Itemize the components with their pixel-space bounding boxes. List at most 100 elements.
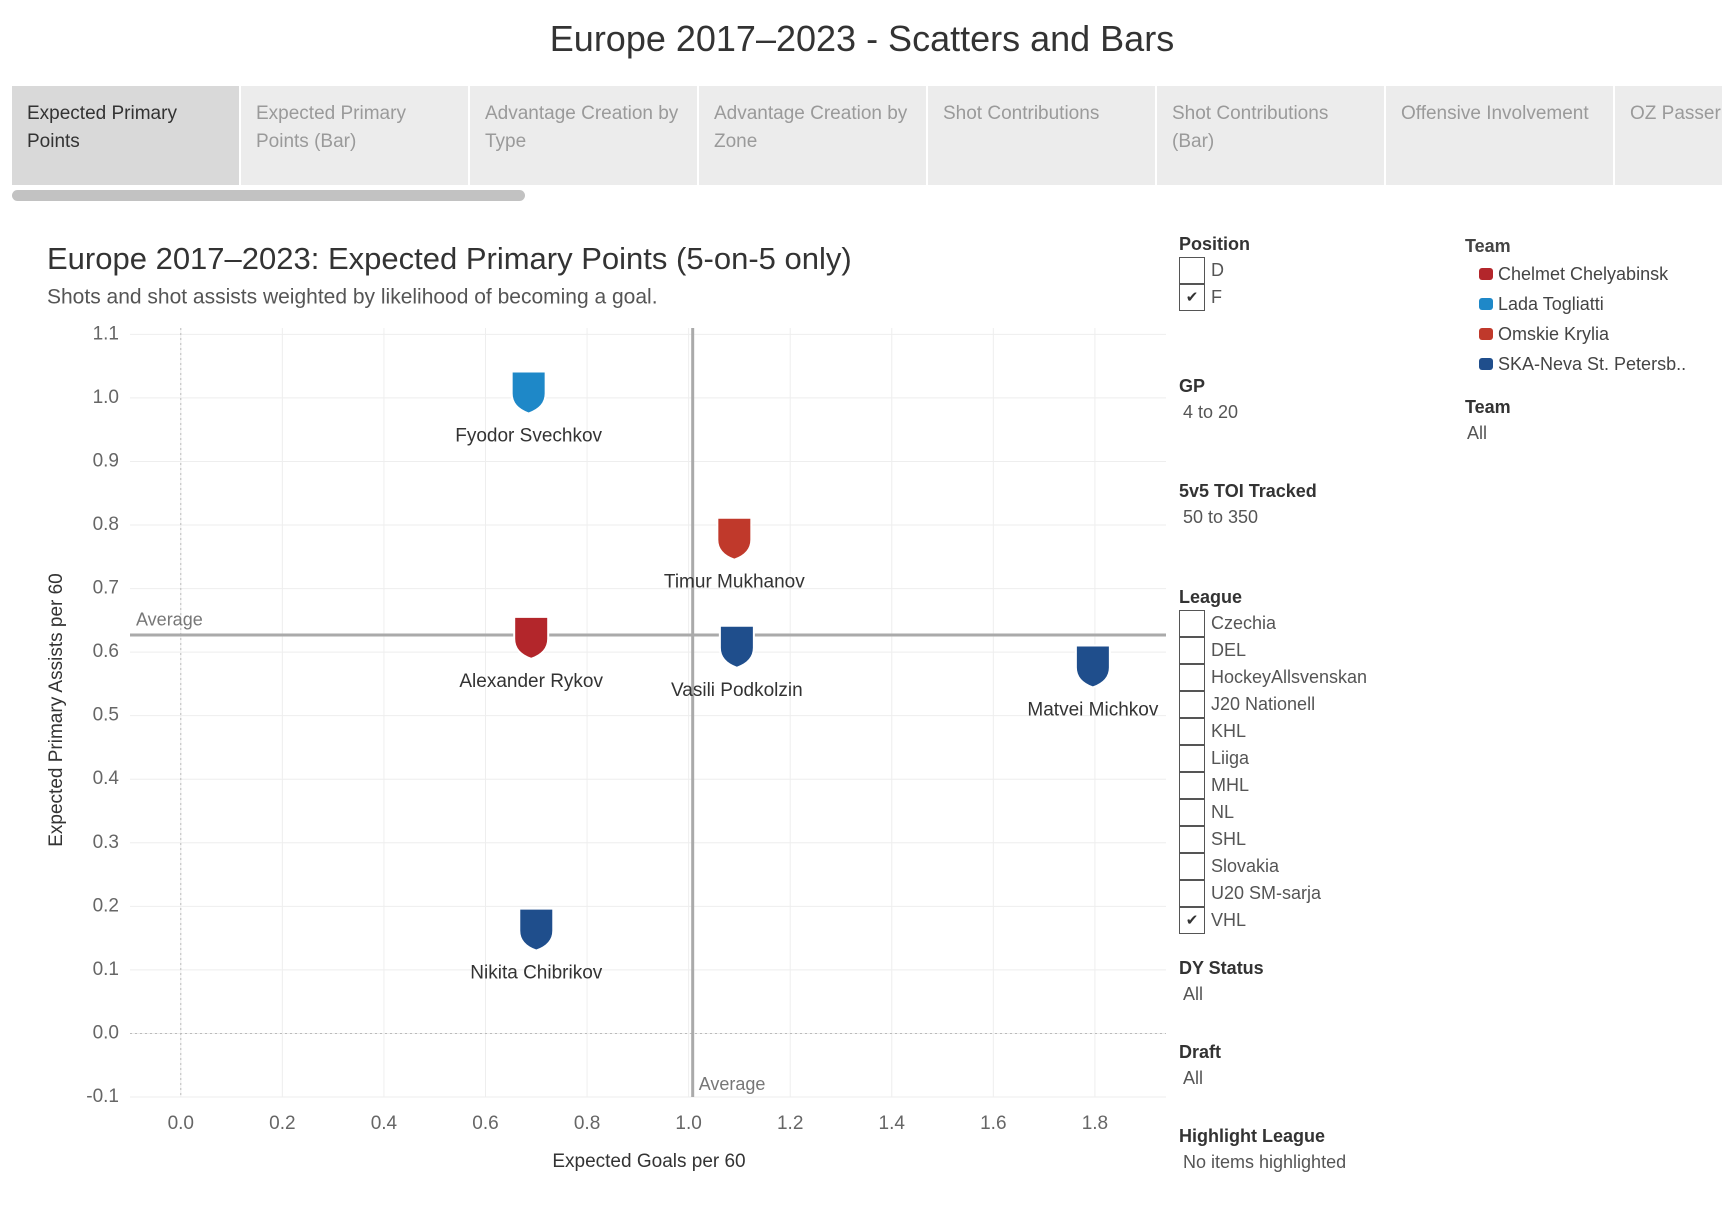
filter-option[interactable]: SHL (1179, 826, 1459, 853)
filter[interactable]: Draft All (1179, 1039, 1459, 1092)
checkbox[interactable] (1179, 799, 1205, 826)
x-tick-label: 1.6 (980, 1113, 1006, 1134)
option-label: KHL (1211, 721, 1247, 741)
team-filter[interactable]: Team All (1465, 394, 1724, 447)
filter[interactable]: League Czechia DEL HockeyAllsvenskan J20 Nat… (1179, 584, 1459, 934)
filter[interactable]: GP 4 to 20 (1179, 373, 1459, 426)
checkbox[interactable]: ✔ (1179, 907, 1205, 934)
filter-value[interactable]: 50 to 350 (1183, 507, 1259, 527)
point-label: Matvei Michkov (1027, 699, 1158, 720)
y-tick-label: 0.0 (93, 1022, 119, 1043)
legend-item[interactable]: Lada Togliatti (1465, 289, 1686, 319)
filter[interactable]: DY Status All (1179, 955, 1459, 1008)
checkbox[interactable] (1179, 664, 1205, 691)
checkbox[interactable] (1179, 745, 1205, 772)
filter-title: DY Status (1179, 958, 1264, 978)
checkbox[interactable] (1179, 880, 1205, 907)
filter-option[interactable]: NL (1179, 799, 1459, 826)
filter[interactable]: Highlight League No items highlighted (1179, 1123, 1459, 1176)
x-tick-label: 0.2 (269, 1113, 295, 1134)
filter-option[interactable]: U20 SM-sarja (1179, 880, 1459, 907)
filter-title: Highlight League (1179, 1126, 1325, 1146)
filter-option[interactable]: DEL (1179, 637, 1459, 664)
tab[interactable]: Advantage Creation by Type (470, 86, 697, 185)
filter-option[interactable]: MHL (1179, 772, 1459, 799)
option-label: F (1211, 287, 1222, 307)
checkbox[interactable] (1179, 610, 1205, 637)
tab[interactable]: OZ Passer Rating (1615, 86, 1722, 185)
y-tick-label: 1.0 (93, 387, 119, 408)
reference-label: Average (136, 610, 203, 630)
option-label: SHL (1211, 829, 1247, 849)
legend-title: Team (1465, 236, 1511, 256)
checkbox[interactable] (1179, 826, 1205, 853)
point-logo (716, 516, 753, 561)
scrollbar[interactable] (12, 190, 525, 201)
filter-value[interactable]: 4 to 20 (1183, 402, 1239, 422)
filter-value[interactable]: All (1183, 984, 1204, 1004)
filter-option[interactable]: ✔ VHL (1179, 907, 1459, 934)
tab[interactable]: Offensive Involvement (1386, 86, 1613, 185)
checkbox[interactable] (1179, 637, 1205, 664)
legend-label: Chelmet Chelyabinsk (1498, 264, 1669, 284)
filter-option[interactable]: Slovakia (1179, 853, 1459, 880)
page-title: Europe 2017–2023 - Scatters and Bars (549, 18, 1175, 59)
point-label: Alexander Rykov (459, 671, 603, 692)
filter-option[interactable]: D (1179, 257, 1459, 284)
filter-value[interactable]: No items highlighted (1183, 1152, 1347, 1172)
x-tick-label: 0.6 (472, 1113, 498, 1134)
filter[interactable]: 5v5 TOI Tracked 50 to 350 (1179, 478, 1459, 531)
y-tick-label: 1.1 (93, 323, 119, 344)
tab[interactable]: Expected Primary Points (12, 86, 239, 185)
legend-item[interactable]: SKA-Neva St. Petersb.. (1465, 349, 1686, 379)
checkbox[interactable] (1179, 718, 1205, 745)
x-tick-label: 0.0 (168, 1113, 194, 1134)
checkbox[interactable] (1179, 257, 1205, 284)
filter-value[interactable]: All (1183, 1068, 1204, 1088)
y-tick-label: 0.4 (93, 768, 120, 789)
checkbox[interactable] (1179, 853, 1205, 880)
filter-option[interactable]: KHL (1179, 718, 1459, 745)
tab[interactable]: Expected Primary Points (Bar) (241, 86, 468, 185)
filter-option[interactable]: J20 Nationell (1179, 691, 1459, 718)
point-logo (518, 907, 555, 952)
y-tick-label: 0.7 (93, 578, 119, 599)
y-axis-title: Expected Primary Assists per 60 (46, 573, 67, 847)
legend-item[interactable]: Chelmet Chelyabinsk (1465, 259, 1686, 289)
y-tick-label: 0.9 (93, 450, 119, 471)
x-axis-title: Expected Goals per 60 (552, 1151, 745, 1172)
checkbox[interactable] (1179, 772, 1205, 799)
x-tick-label: 0.4 (371, 1113, 398, 1134)
legend-icon (1479, 298, 1493, 310)
option-label: D (1211, 260, 1224, 280)
filter-option[interactable]: Czechia (1179, 610, 1459, 637)
point-logo (513, 615, 550, 660)
legend-item[interactable]: Omskie Krylia (1465, 319, 1686, 349)
y-tick-label: 0.6 (93, 641, 119, 662)
checkbox[interactable] (1179, 691, 1205, 718)
option-label: HockeyAllsvenskan (1211, 667, 1368, 687)
tab[interactable]: Advantage Creation by Zone (699, 86, 926, 185)
x-tick-label: 0.8 (574, 1113, 600, 1134)
filter-title: Draft (1179, 1042, 1222, 1062)
tab[interactable]: Shot Contributions (Bar) (1157, 86, 1384, 185)
option-label: Liiga (1211, 748, 1250, 768)
filter-option[interactable]: ✔ F (1179, 284, 1459, 311)
option-label: U20 SM-sarja (1211, 883, 1322, 903)
option-label: VHL (1211, 910, 1247, 930)
checkbox[interactable]: ✔ (1179, 284, 1205, 311)
filter-value[interactable]: All (1467, 423, 1488, 443)
chart-subtitle: Shots and shot assists weighted by likel… (47, 286, 658, 309)
filter-title: GP (1179, 376, 1206, 396)
filter[interactable]: Position D ✔ F (1179, 231, 1459, 311)
y-tick-label: 0.1 (93, 959, 119, 980)
filter-option[interactable]: HockeyAllsvenskan (1179, 664, 1459, 691)
option-label: Slovakia (1211, 856, 1280, 876)
point-label: Nikita Chibrikov (470, 963, 602, 984)
filter-option[interactable]: Liiga (1179, 745, 1459, 772)
tab[interactable]: Shot Contributions (928, 86, 1155, 185)
filter-title: Team (1465, 397, 1511, 417)
point-logo (1074, 644, 1111, 689)
x-tick-label: 1.8 (1082, 1113, 1108, 1134)
